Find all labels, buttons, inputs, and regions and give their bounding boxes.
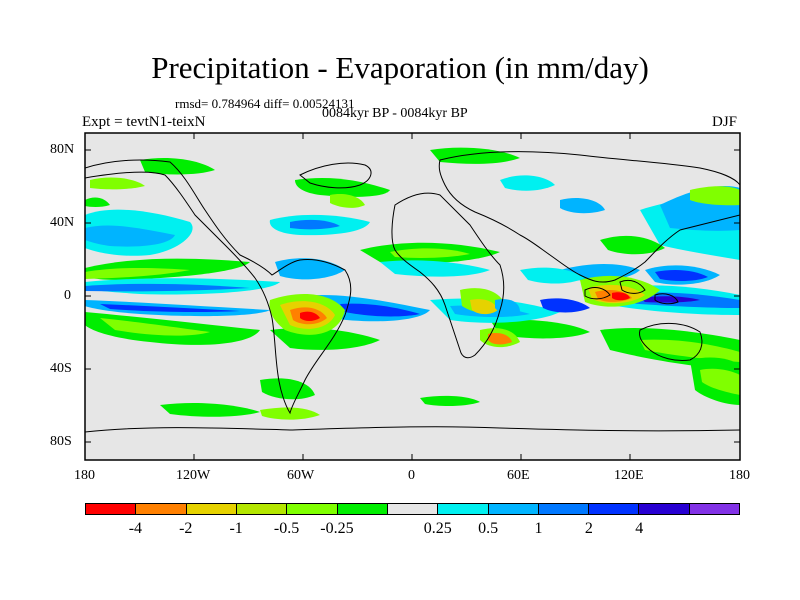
colorbar-label: 0.5 [478,520,499,537]
colorbar-swatch [387,504,439,514]
colorbar-label: -0.5 [273,520,300,537]
colorbar-swatch [438,504,489,514]
colorbar-label: -2 [179,520,193,537]
coastlines [85,151,740,433]
colorbar-swatch [287,504,338,514]
lat-label-80n: 80N [50,142,75,157]
eurasia-patches [90,147,605,214]
maritime-continent-field [520,235,720,313]
colorbar-label: 0.25 [423,520,452,537]
colorbar-label: 2 [584,520,593,537]
colorbar-swatch [589,504,640,514]
north-pacific-band [85,185,740,260]
period-text: 0084kyr BP - 0084kyr BP [322,106,468,121]
south-america-field [260,258,345,400]
season-label: DJF [712,114,738,130]
lat-label-0: 0 [64,288,71,303]
lon-label-120e: 120E [614,468,644,483]
colorbar-label: -0.25 [320,520,354,537]
lon-label-180w: 180 [74,468,95,483]
africa-field [460,288,520,348]
lon-label-180e: 180 [729,468,750,483]
colorbar-swatch [488,504,539,514]
colorbar-swatch [136,504,187,514]
rmsd-diff-text: rmsd= 0.784964 diff= 0.00524131 [175,96,355,111]
colorbar-swatch [337,504,388,514]
southern-ocean-patches [160,357,740,420]
colorbar-swatch [639,504,690,514]
colorbar-label: 4 [635,520,644,537]
lat-label-40s: 40S [50,361,72,376]
colorbar-swatch [538,504,590,514]
colorbar-swatch [186,504,237,514]
colorbar-swatch [86,504,137,514]
experiment-label: Expt = tevtN1-teixN [82,114,206,130]
plot-title: Precipitation - Evaporation (in mm/day) [151,50,649,85]
axis-ticks [85,133,740,460]
colorbar-label: 1 [534,520,543,537]
lon-label-0: 0 [408,468,415,483]
colorbar-label: -1 [229,520,243,537]
lon-label-60e: 60E [507,468,530,483]
colorbar-label: -4 [128,520,143,537]
colorbar-swatch [236,504,288,514]
lat-label-80s: 80S [50,434,72,449]
lat-label-40n: 40N [50,215,75,230]
lon-label-60w: 60W [287,468,315,483]
colorbar [85,503,740,515]
lon-label-120w: 120W [176,468,211,483]
colorbar-swatch [689,504,740,514]
